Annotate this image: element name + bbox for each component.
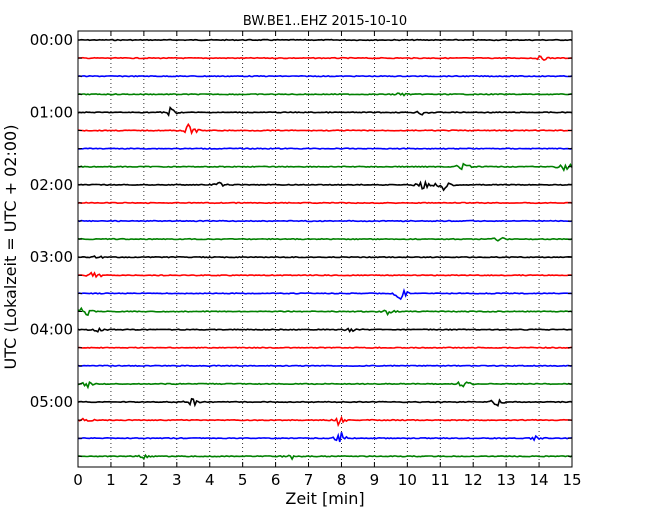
trace-line [77, 415, 573, 428]
x-tick-label: 14 [530, 471, 549, 489]
trace-line [77, 122, 573, 136]
y-tick-label: 05:00 [30, 393, 73, 411]
trace-line [77, 74, 573, 78]
x-tick-label: 2 [139, 471, 149, 489]
trace-line [77, 326, 573, 334]
trace-line [78, 346, 573, 349]
trace-line [77, 306, 573, 317]
trace-line [77, 147, 573, 150]
x-tick-label: 7 [304, 471, 314, 489]
seismic-traces [77, 38, 573, 461]
trace-line [77, 287, 573, 301]
trace-line [77, 271, 573, 279]
trace-line [77, 364, 573, 368]
x-tick-label: 4 [205, 471, 215, 489]
x-axis-ticks: 0 1 2 3 4 5 6 7 8 9 10 11 12 13 14 15 [73, 31, 582, 489]
grid-lines [110, 31, 540, 467]
x-tick-label: 6 [271, 471, 281, 489]
y-tick-label: 02:00 [30, 176, 73, 194]
x-tick-label: 5 [238, 471, 248, 489]
trace-line [78, 38, 573, 42]
trace-line [77, 179, 573, 192]
x-tick-label: 1 [106, 471, 116, 489]
trace-line [77, 92, 573, 97]
y-tick-label: 03:00 [30, 248, 73, 266]
x-axis-label: Zeit [min] [285, 489, 364, 508]
trace-line [77, 219, 573, 223]
y-tick-label: 01:00 [30, 103, 73, 121]
trace-line [77, 453, 573, 461]
x-tick-label: 9 [370, 471, 380, 489]
trace-line [77, 105, 573, 118]
x-tick-label: 10 [398, 471, 417, 489]
trace-line [77, 55, 572, 61]
y-axis-label: UTC (Lokalzeit = UTC + 02:00) [1, 125, 20, 370]
y-tick-label: 04:00 [30, 321, 73, 339]
chart-title: BW.BE1..EHZ 2015-10-10 [243, 14, 407, 29]
x-tick-label: 3 [172, 471, 182, 489]
x-tick-label: 11 [431, 471, 450, 489]
trace-line [77, 380, 573, 390]
x-tick-label: 13 [497, 471, 516, 489]
trace-line [77, 255, 573, 260]
x-tick-label: 0 [73, 471, 83, 489]
trace-line [77, 201, 573, 205]
trace-line [77, 162, 573, 172]
y-axis-ticks: 00:00 01:00 02:00 03:00 04:00 05:00 [30, 31, 572, 457]
y-tick-label: 00:00 [30, 31, 73, 49]
plot-frame [77, 30, 573, 468]
trace-line [77, 236, 573, 242]
x-tick-label: 15 [562, 471, 581, 489]
trace-line [77, 397, 573, 408]
x-tick-label: 8 [337, 471, 347, 489]
x-tick-label: 12 [464, 471, 483, 489]
trace-line [77, 432, 573, 443]
